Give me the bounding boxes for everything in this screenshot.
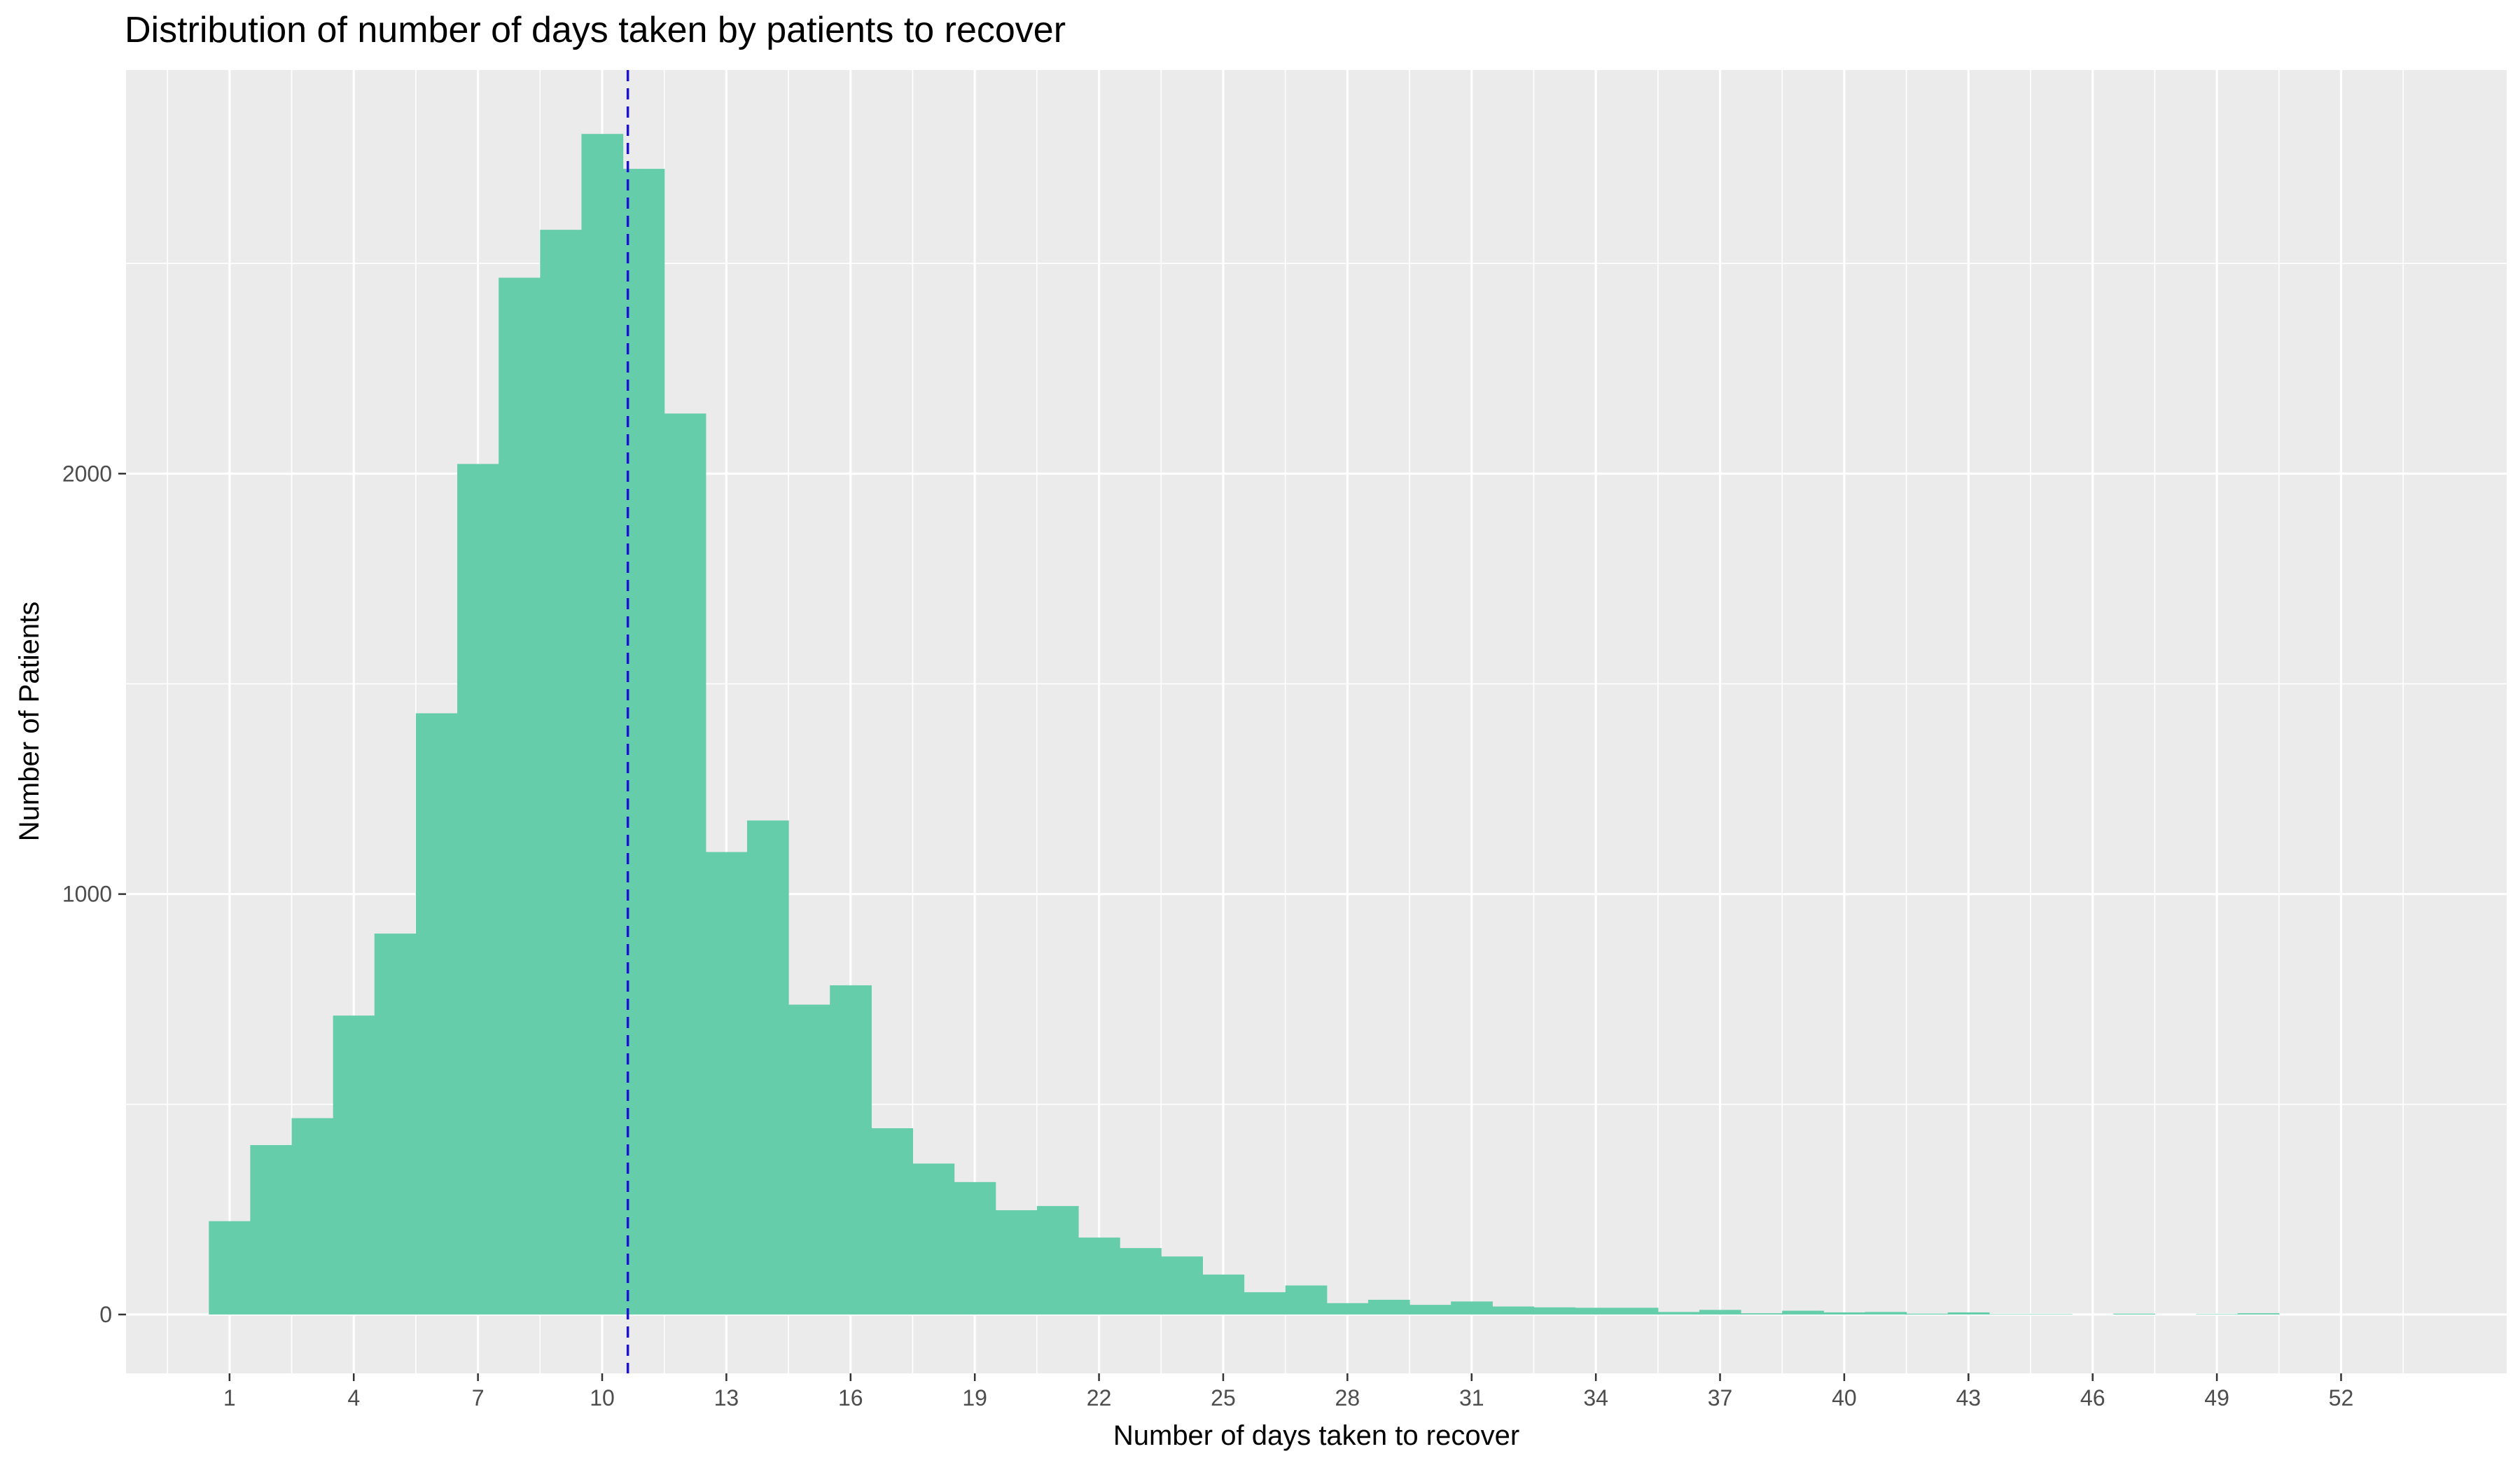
histogram-bar — [457, 464, 499, 1315]
histogram-bar — [540, 230, 583, 1315]
x-tick-label: 37 — [1708, 1385, 1733, 1410]
histogram-bar — [1947, 1312, 1990, 1315]
histogram-bar — [705, 852, 748, 1315]
histogram-bar — [664, 413, 706, 1315]
histogram-bar — [746, 820, 789, 1315]
histogram-bar — [250, 1145, 293, 1315]
y-tick-label: 2000 — [62, 461, 112, 486]
y-axis-title: Number of Patients — [14, 602, 45, 841]
histogram-bar — [1741, 1313, 1783, 1315]
histogram-bar — [2031, 1314, 2073, 1315]
x-tick-label: 7 — [472, 1385, 485, 1410]
histogram-bar — [1451, 1301, 1493, 1315]
y-tick-label: 0 — [99, 1302, 112, 1327]
histogram-bar — [1616, 1308, 1659, 1315]
y-axis: 0 1000 2000 — [62, 461, 126, 1327]
x-tick-label: 13 — [714, 1385, 739, 1410]
histogram-bar — [995, 1210, 1038, 1315]
histogram-bar — [1823, 1312, 1866, 1315]
x-tick-label: 34 — [1583, 1385, 1608, 1410]
histogram-bar — [1078, 1237, 1120, 1315]
histogram-bar — [499, 277, 541, 1315]
histogram-bar — [209, 1221, 251, 1315]
x-tick-label: 49 — [2204, 1385, 2229, 1410]
histogram-bar — [1161, 1256, 1203, 1315]
histogram-bar — [291, 1118, 334, 1315]
x-tick-label: 40 — [1832, 1385, 1857, 1410]
x-tick-label: 10 — [590, 1385, 615, 1410]
histogram-bar — [374, 934, 417, 1315]
x-tick-label: 25 — [1211, 1385, 1236, 1410]
histogram-bar — [788, 1004, 830, 1315]
histogram-bar — [912, 1163, 955, 1315]
histogram-bar — [1699, 1310, 1741, 1315]
histogram-bar — [871, 1128, 914, 1315]
histogram-bar — [622, 169, 665, 1315]
histogram-bar — [1409, 1305, 1452, 1315]
x-tick-label: 22 — [1087, 1385, 1112, 1410]
histogram-bar — [1533, 1307, 1576, 1315]
histogram-bar — [830, 985, 872, 1315]
histogram-bar — [1244, 1292, 1286, 1315]
histogram-bar — [2113, 1313, 2155, 1315]
chart-title: Distribution of number of days taken by … — [125, 10, 1066, 50]
histogram-bar — [1492, 1306, 1535, 1315]
x-tick-label: 16 — [838, 1385, 863, 1410]
x-tick-label: 52 — [2329, 1385, 2354, 1410]
x-tick-label: 4 — [347, 1385, 360, 1410]
x-axis-title: Number of days taken to recover — [1113, 1420, 1519, 1451]
histogram-bar — [415, 713, 458, 1315]
histogram-bar — [954, 1181, 996, 1315]
x-tick-label: 46 — [2080, 1385, 2105, 1410]
histogram-bar — [1865, 1312, 1907, 1315]
histogram-bar — [1036, 1206, 1079, 1315]
x-tick-label: 31 — [1459, 1385, 1484, 1410]
x-tick-label: 1 — [223, 1385, 236, 1410]
y-tick-label: 1000 — [62, 882, 112, 907]
histogram-bar — [1782, 1310, 1824, 1315]
histogram-bar — [2196, 1314, 2239, 1315]
histogram-bar — [581, 134, 624, 1315]
x-tick-label: 43 — [1956, 1385, 1982, 1410]
histogram-bar — [333, 1015, 375, 1315]
histogram-bar — [1202, 1274, 1245, 1315]
histogram-bar — [1657, 1312, 1700, 1315]
histogram-bars — [209, 134, 2280, 1315]
histogram-bar — [1367, 1299, 1410, 1315]
histogram-bar — [2237, 1313, 2280, 1315]
x-tick-label: 19 — [962, 1385, 987, 1410]
histogram-bar — [1989, 1314, 2031, 1315]
x-tick-label: 28 — [1335, 1385, 1360, 1410]
x-axis: 1 4 7 10 13 16 19 22 25 28 31 34 37 40 43 46 49 52 — [223, 1373, 2353, 1410]
histogram-bar — [1575, 1308, 1617, 1315]
histogram-bar — [1285, 1285, 1328, 1315]
histogram-bar — [1906, 1313, 1949, 1315]
histogram-bar — [1326, 1303, 1369, 1315]
histogram-bar — [1120, 1248, 1162, 1315]
